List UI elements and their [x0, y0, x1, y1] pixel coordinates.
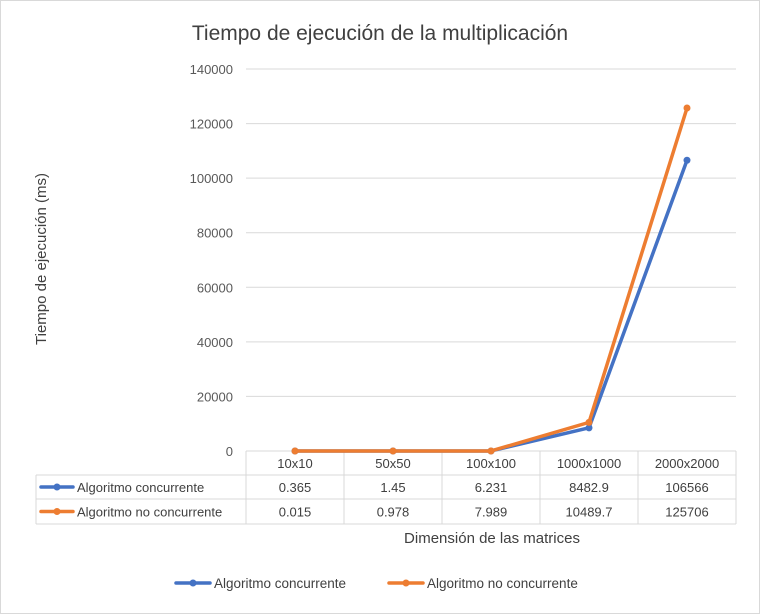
- y-tick-label: 120000: [190, 117, 233, 132]
- y-tick-label: 60000: [197, 280, 233, 295]
- y-tick-label: 40000: [197, 335, 233, 350]
- table-value: 125706: [665, 505, 708, 520]
- data-point: [389, 447, 397, 455]
- table-value: 6.231: [475, 480, 508, 495]
- data-point: [683, 104, 691, 112]
- table-value: 10489.7: [566, 505, 613, 520]
- legend-label: Algoritmo no concurrente: [427, 576, 578, 591]
- table-value: 0.015: [279, 505, 312, 520]
- y-tick-label: 140000: [190, 62, 233, 77]
- y-axis-title: Tiempo de ejecución (ms): [33, 173, 50, 345]
- x-category-label: 50x50: [375, 456, 410, 471]
- series-lines: [291, 104, 691, 455]
- y-tick-label: 20000: [197, 389, 233, 404]
- table-value: 0.978: [377, 505, 410, 520]
- table-legend-marker: [53, 483, 61, 491]
- table-series-label: Algoritmo concurrente: [77, 480, 204, 495]
- legend-marker: [189, 579, 197, 587]
- x-category-label: 2000x2000: [655, 456, 719, 471]
- table-value: 1.45: [380, 480, 405, 495]
- y-axis-ticks: 0 20000 40000 60000 80000 100000 120000 140000: [190, 62, 233, 459]
- table-value: 106566: [665, 480, 708, 495]
- data-point: [585, 424, 593, 432]
- y-tick-label: 80000: [197, 226, 233, 241]
- table-legend-marker: [53, 508, 61, 515]
- data-point: [487, 447, 495, 455]
- chart-title: Tiempo de ejecución de la multiplicación: [192, 22, 568, 45]
- table-value: 8482.9: [569, 480, 609, 495]
- data-point: [683, 156, 691, 164]
- y-tick-label: 0: [226, 444, 233, 459]
- series-line: [293, 158, 689, 453]
- data-table: 10x10 50x50 100x100 1000x1000 2000x2000 Algor…: [39, 456, 719, 520]
- legend-marker: [402, 579, 410, 587]
- legend: Algoritmo concurrente Algoritmo no concur…: [174, 576, 578, 591]
- table-value: 0.365: [279, 480, 312, 495]
- x-category-label: 10x10: [277, 456, 312, 471]
- data-point: [585, 418, 593, 426]
- table-value: 7.989: [475, 505, 508, 520]
- gridlines: [246, 68, 736, 452]
- x-category-label: 1000x1000: [557, 456, 621, 471]
- data-point: [291, 447, 299, 455]
- x-axis-title: Dimensión de las matrices: [404, 530, 580, 547]
- x-category-label: 100x100: [466, 456, 516, 471]
- y-tick-label: 100000: [190, 171, 233, 186]
- series-line: [293, 106, 689, 453]
- table-series-label: Algoritmo no concurrente: [77, 505, 222, 520]
- legend-label: Algoritmo concurrente: [214, 576, 346, 591]
